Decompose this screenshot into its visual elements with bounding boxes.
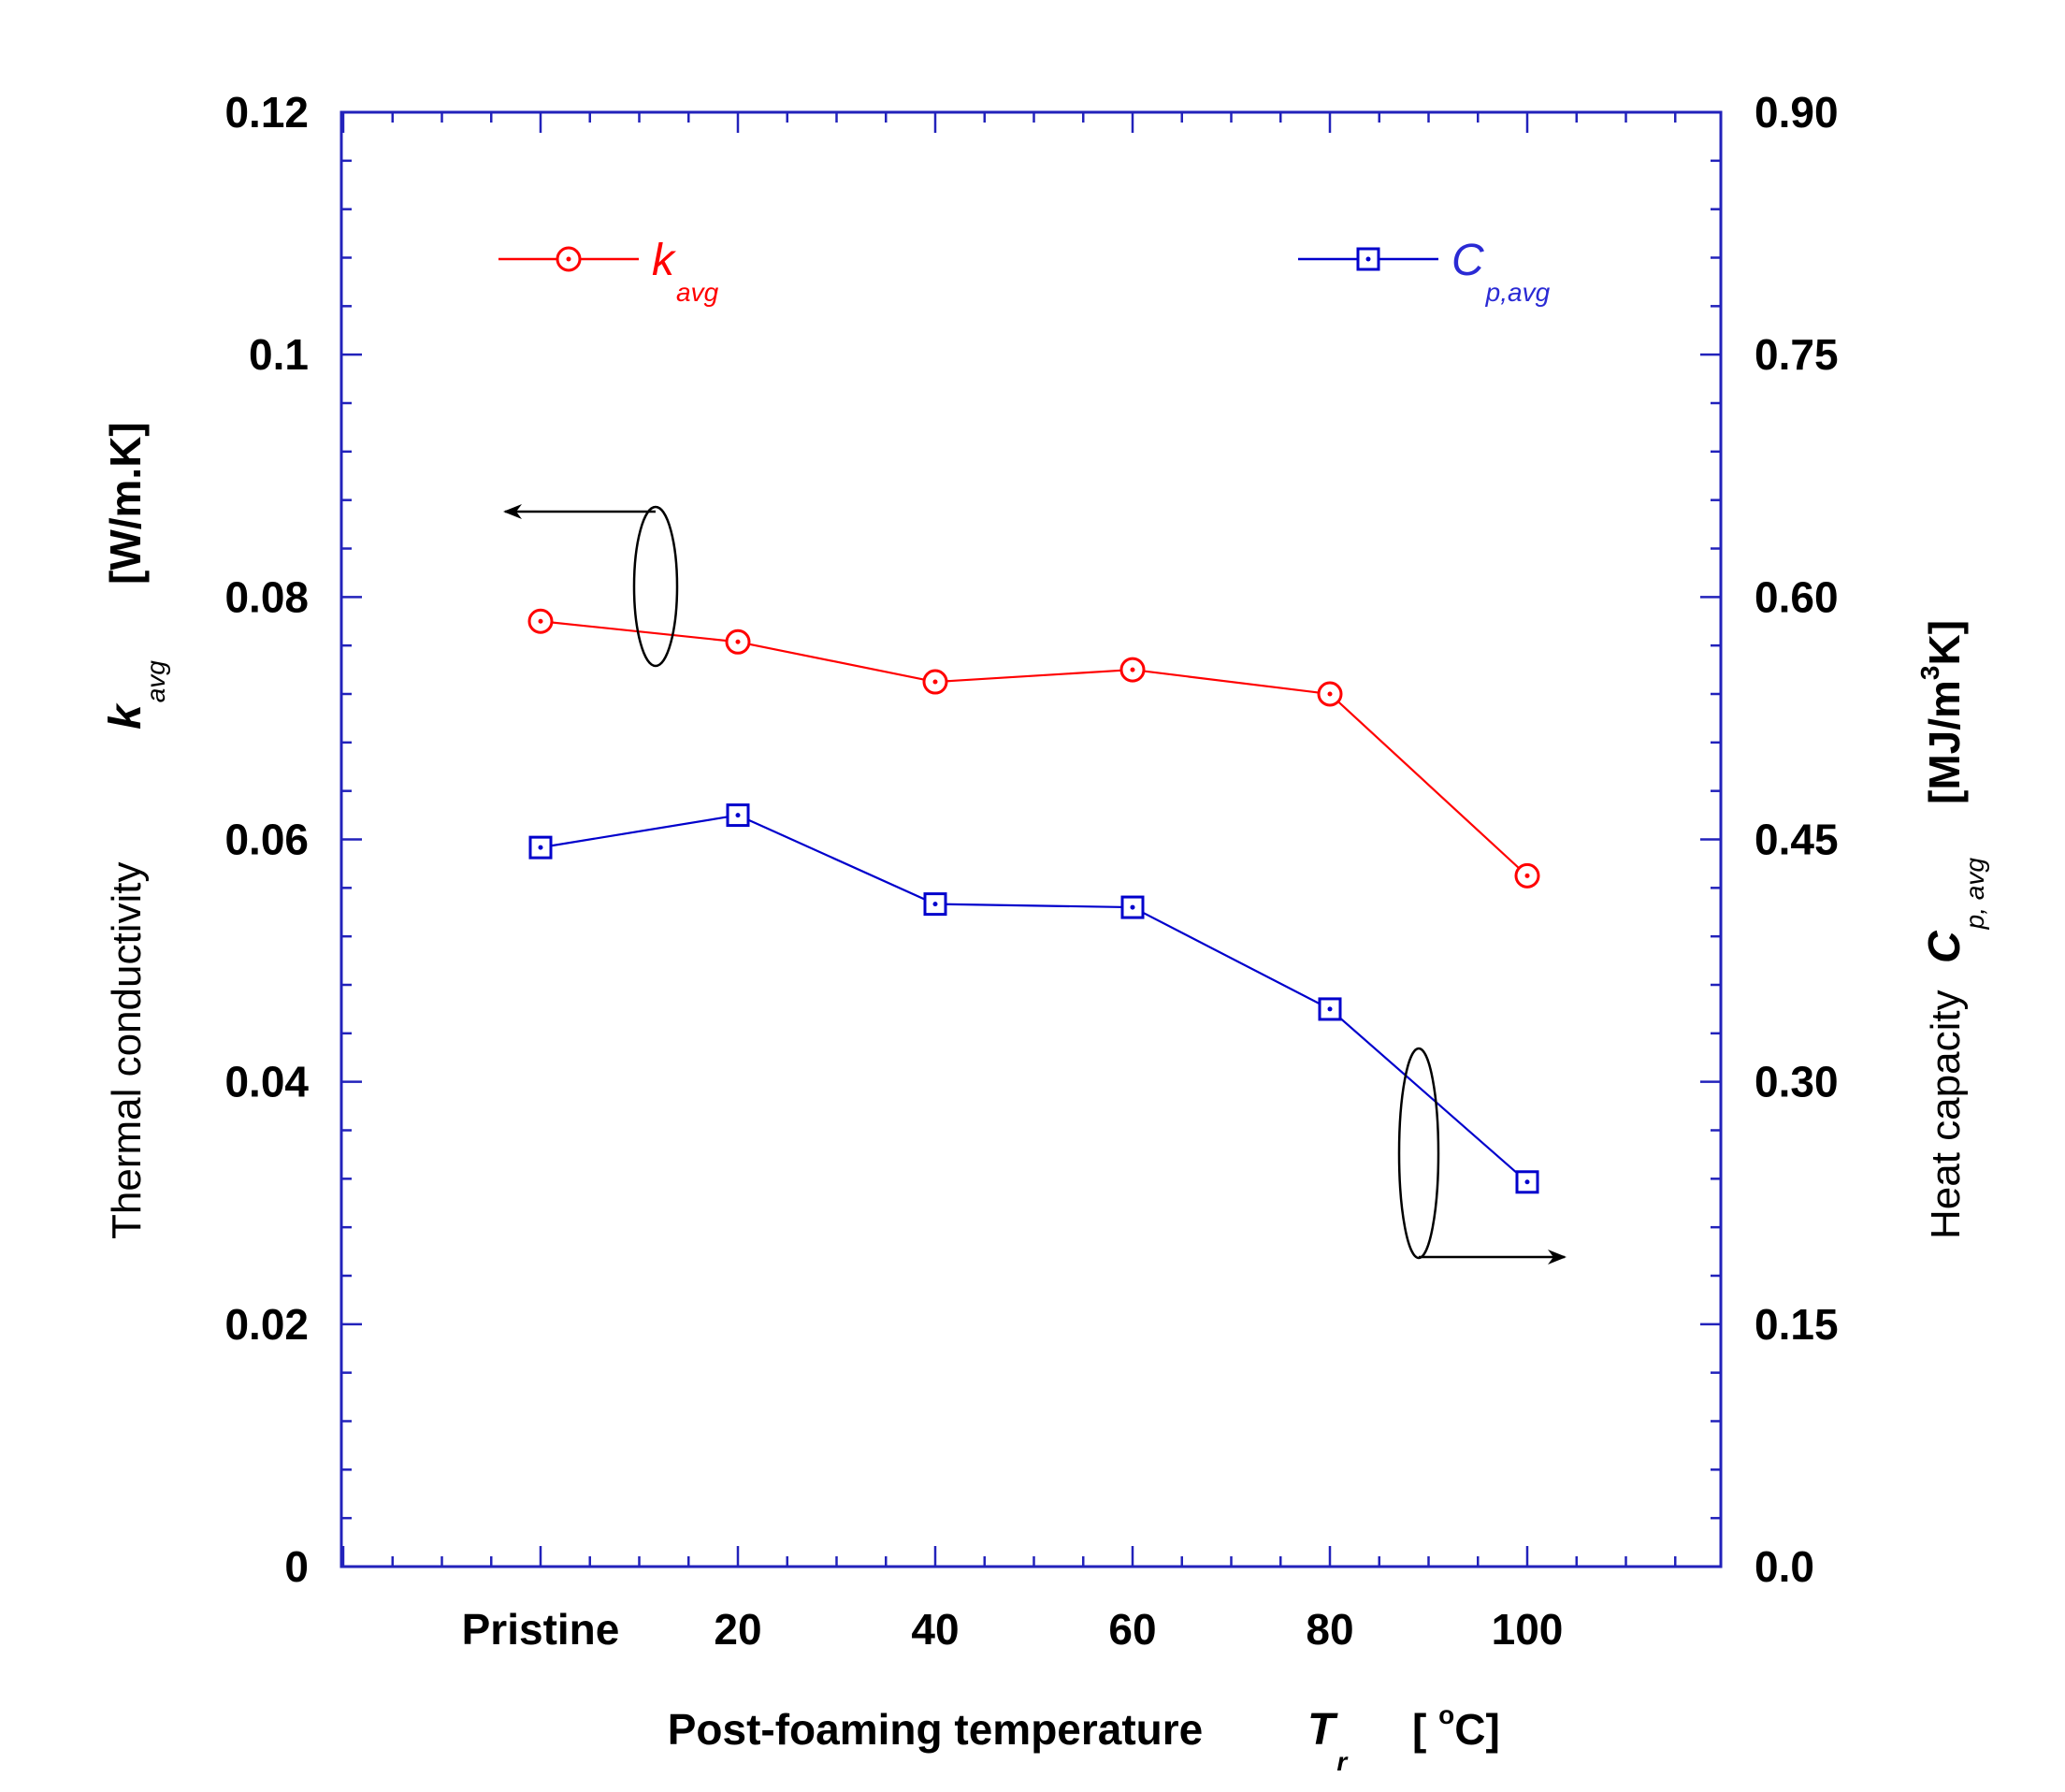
data-point-center <box>735 639 741 644</box>
left-axis-title: Thermal conductivity <box>104 862 150 1239</box>
right-tick-label: 0.0 <box>1755 1542 1814 1591</box>
data-point-center <box>1130 667 1135 672</box>
series-line-0 <box>540 620 1528 877</box>
x-tick-label: 60 <box>1108 1605 1156 1654</box>
right-tick-label: 0.90 <box>1755 88 1839 137</box>
data-point-center <box>932 679 938 685</box>
series-group <box>527 608 1540 1194</box>
series-line-1 <box>540 814 1528 1183</box>
legend-c-label: Cp,avg <box>1451 236 1551 307</box>
right-axis-indicator <box>1397 1047 1567 1265</box>
data-point-center <box>1130 904 1135 910</box>
left-tick-label: 0 <box>284 1542 309 1591</box>
right-axis-tick-labels: 0.0 0.15 0.30 0.45 0.60 0.75 0.90 <box>1755 88 1839 1591</box>
right-tick-label: 0.45 <box>1755 816 1839 864</box>
left-tick-label: 0.12 <box>224 88 309 137</box>
right-axis-unit: [MJ/m3K] <box>1915 620 1969 804</box>
right-axis-title-group: Heat capacity Cp, avg [MJ/m3K] <box>1915 620 1989 1239</box>
x-tick-label: 100 <box>1492 1605 1564 1654</box>
data-point-center <box>735 813 741 818</box>
right-tick-label: 0.30 <box>1755 1058 1839 1106</box>
x-tick-label: Pristine <box>462 1605 620 1654</box>
axis-ticks <box>341 110 1721 1568</box>
left-axis-title-group: Thermal conductivity kavg [W/m.K] <box>101 422 170 1239</box>
legend-k-marker-dot <box>566 256 571 262</box>
x-tick-label: 80 <box>1306 1605 1353 1654</box>
legend-k-avg: kavg <box>498 236 719 307</box>
right-tick-label: 0.15 <box>1755 1300 1839 1349</box>
left-tick-label: 0.08 <box>224 572 309 621</box>
data-point-center <box>1524 873 1530 878</box>
data-point-center <box>1524 1179 1530 1185</box>
left-tick-label: 0.1 <box>249 330 309 379</box>
x-axis-symbol: Tr <box>1307 1705 1349 1776</box>
right-tick-label: 0.75 <box>1755 330 1839 379</box>
legend-c-marker-dot <box>1365 256 1371 262</box>
right-indicator-ellipse <box>1397 1047 1440 1260</box>
left-tick-label: 0.06 <box>224 816 309 864</box>
right-tick-label: 0.60 <box>1755 572 1839 621</box>
left-tick-label: 0.04 <box>224 1058 309 1106</box>
legend-c-avg: Cp,avg <box>1298 236 1551 307</box>
left-tick-label: 0.02 <box>224 1300 309 1349</box>
x-axis-unit: [ oC] <box>1412 1700 1500 1754</box>
left-axis-indicator <box>503 504 679 668</box>
left-axis-unit: [W/m.K] <box>101 422 150 585</box>
x-axis-tick-labels: Pristine 20 40 60 80 100 <box>462 1605 1564 1654</box>
legend-k-label: kavg <box>652 236 719 307</box>
right-axis-title: Heat capacity <box>1923 990 1969 1239</box>
left-axis-tick-labels: 0 0.02 0.04 0.06 0.08 0.1 0.12 <box>224 88 309 1591</box>
x-tick-label: 40 <box>911 1605 959 1654</box>
left-axis-symbol: kavg <box>101 660 170 730</box>
data-point-center <box>932 902 938 907</box>
right-axis-symbol: Cp, avg <box>1920 858 1989 963</box>
x-axis-title: Post-foaming temperature <box>668 1705 1204 1754</box>
data-point-center <box>1327 1006 1333 1012</box>
x-tick-label: 20 <box>714 1605 761 1654</box>
data-point-center <box>538 845 543 850</box>
data-point-center <box>1327 691 1333 697</box>
data-point-center <box>538 618 543 624</box>
left-indicator-ellipse <box>632 505 679 668</box>
